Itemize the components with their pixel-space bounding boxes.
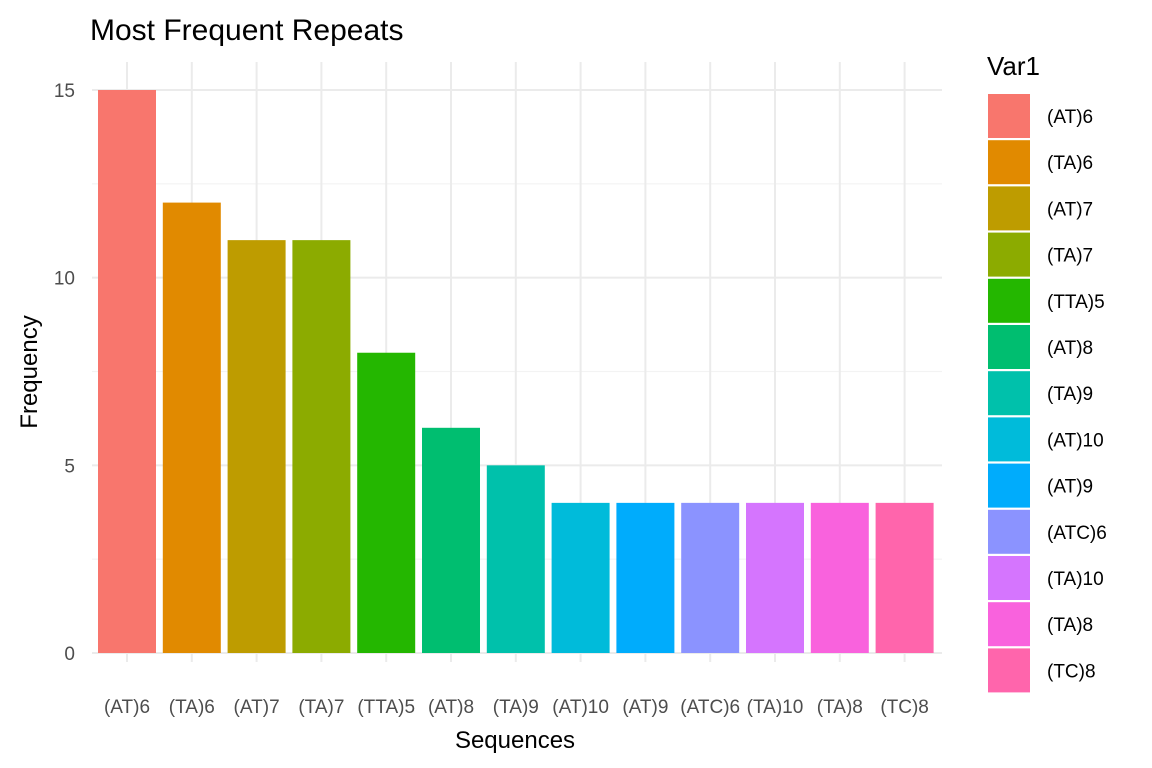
legend-label: (AT)7 bbox=[1047, 199, 1093, 220]
x-tick-label: (AT)6 bbox=[104, 697, 150, 718]
bar bbox=[875, 502, 934, 653]
legend-label: (AT)9 bbox=[1047, 477, 1093, 498]
bar bbox=[486, 465, 545, 653]
x-axis-title: Sequences bbox=[455, 727, 575, 754]
legend-label: (AT)10 bbox=[1047, 430, 1104, 451]
legend-swatch bbox=[988, 140, 1030, 185]
legend-swatch bbox=[988, 509, 1030, 554]
legend-label: (AT)8 bbox=[1047, 338, 1093, 359]
legend-swatch bbox=[988, 278, 1030, 323]
legend-label: (AT)6 bbox=[1047, 107, 1093, 128]
bar bbox=[98, 90, 156, 653]
legend-swatch bbox=[988, 94, 1030, 138]
legend-swatch bbox=[988, 417, 1030, 462]
x-tick-label: (TTA)5 bbox=[357, 697, 415, 718]
legend-title: Var1 bbox=[987, 51, 1040, 81]
legend-label: (TC)8 bbox=[1047, 661, 1096, 682]
x-axis-ticks: (AT)6 (TA)6 (AT)7 (TA)7 (TTA)5 (AT)8 (TA)9 (AT)… bbox=[104, 697, 929, 718]
bar bbox=[616, 502, 675, 653]
x-tick-label: (TA)7 bbox=[298, 697, 344, 718]
legend-label: (TA)8 bbox=[1047, 615, 1093, 636]
legend-swatch bbox=[988, 232, 1030, 277]
x-tick-label: (TA)6 bbox=[169, 697, 215, 718]
legend-swatch bbox=[988, 648, 1030, 693]
legend-swatch bbox=[988, 371, 1030, 416]
legend-swatch bbox=[988, 325, 1030, 369]
legend-label: (TA)9 bbox=[1047, 384, 1093, 405]
legend-swatch bbox=[988, 463, 1030, 508]
y-axis-ticks: 0 5 10 15 bbox=[54, 81, 75, 665]
legend-swatch bbox=[988, 602, 1030, 647]
legend-swatch bbox=[988, 556, 1030, 600]
x-tick-label: (AT)10 bbox=[552, 697, 609, 718]
bar bbox=[162, 202, 221, 653]
y-tick-label: 15 bbox=[54, 81, 75, 102]
bar bbox=[292, 240, 351, 653]
x-tick-label: (AT)9 bbox=[622, 697, 668, 718]
x-tick-label: (TC)8 bbox=[880, 697, 929, 718]
x-tick-label: (AT)7 bbox=[234, 697, 280, 718]
legend-label: (TA)7 bbox=[1047, 246, 1093, 267]
legend-label: (ATC)6 bbox=[1047, 523, 1107, 544]
bar bbox=[227, 240, 286, 653]
y-axis-title: Frequency bbox=[16, 315, 43, 428]
x-tick-label: (AT)8 bbox=[428, 697, 474, 718]
bars bbox=[98, 90, 934, 653]
y-tick-label: 0 bbox=[64, 644, 75, 665]
legend-label: (TA)6 bbox=[1047, 153, 1093, 174]
legend-swatch bbox=[988, 186, 1030, 231]
bar bbox=[357, 352, 416, 653]
x-tick-label: (TA)9 bbox=[493, 697, 539, 718]
x-tick-label: (TA)10 bbox=[747, 697, 804, 718]
legend: Var1 (AT)6 (TA)6 (AT)7 (TA)7 (TTA)5 (AT)8 (TA)… bbox=[987, 51, 1107, 693]
y-tick-label: 10 bbox=[54, 269, 75, 290]
bar bbox=[681, 502, 740, 653]
x-tick-label: (TA)8 bbox=[817, 697, 863, 718]
y-tick-label: 5 bbox=[64, 456, 75, 477]
bar bbox=[422, 427, 480, 653]
bar bbox=[551, 502, 610, 653]
legend-label: (TA)10 bbox=[1047, 569, 1104, 590]
x-tick-label: (ATC)6 bbox=[680, 697, 740, 718]
chart-title: Most Frequent Repeats bbox=[90, 14, 404, 47]
bar bbox=[746, 502, 804, 653]
legend-label: (TTA)5 bbox=[1047, 292, 1105, 313]
bar bbox=[810, 502, 869, 653]
